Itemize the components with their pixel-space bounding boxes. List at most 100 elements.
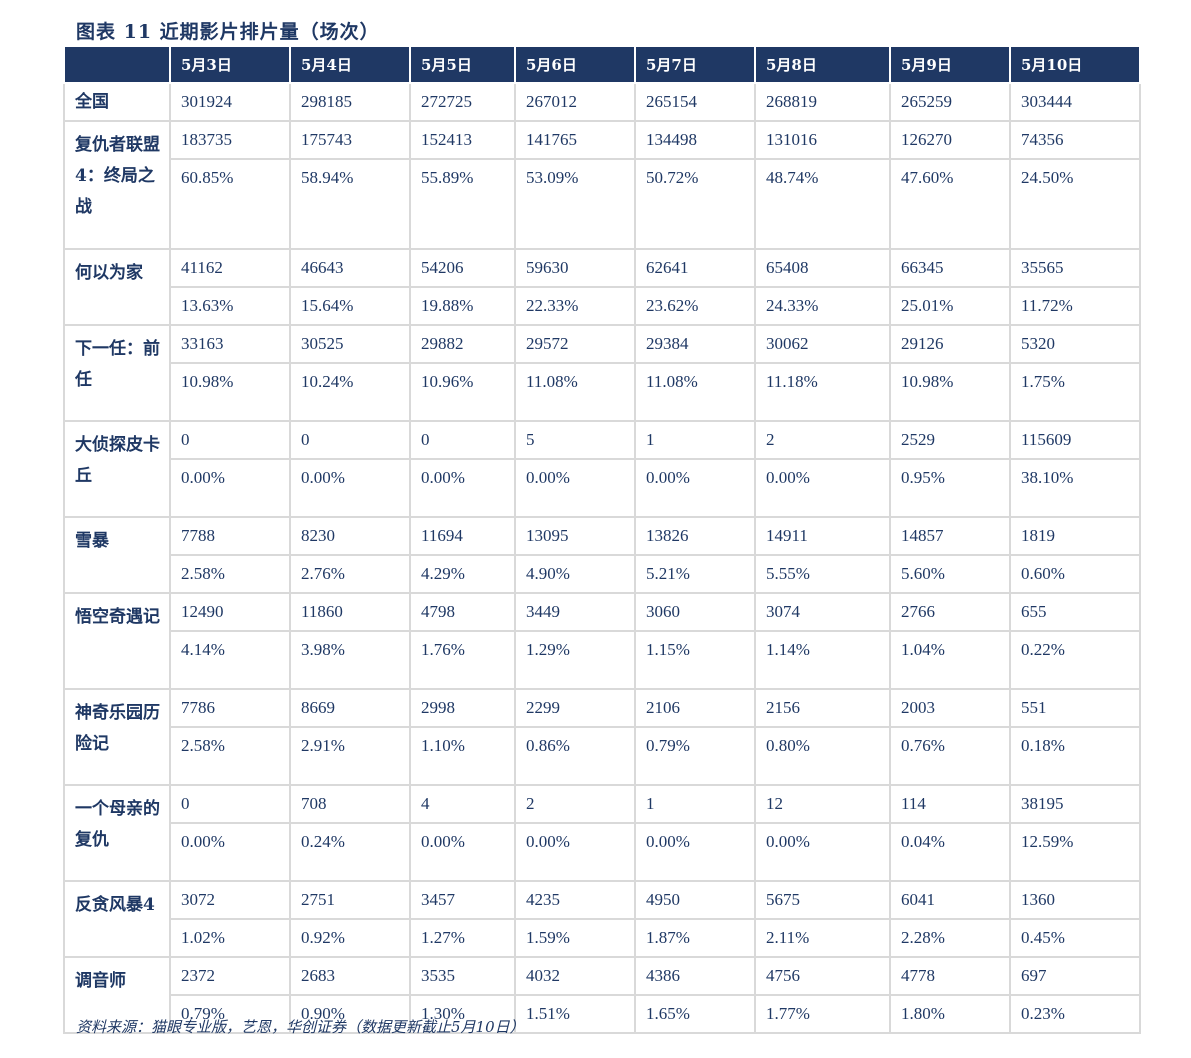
movie-data-cell: 6041 2.28% [889,880,1011,958]
share-value: 5.60% [901,564,945,583]
share-value: 55.89% [421,168,474,187]
share-value: 0.00% [526,468,570,487]
share-value: 0.80% [766,736,810,755]
share-value: 23.62% [646,296,699,315]
share-value: 0.00% [646,468,690,487]
count-value: 3535 [411,958,514,996]
share-value: 12.59% [1021,832,1074,851]
count-value: 3072 [171,882,289,920]
share-value: 11.08% [526,372,578,391]
movie-data-cell: 131016 48.74% [754,120,891,250]
count-value: 303444 [1021,92,1072,111]
share-value: 0.04% [901,832,945,851]
count-value: 5320 [1011,326,1139,364]
share-value: 1.29% [526,640,570,659]
count-value: 2106 [636,690,754,728]
share-value: 2.11% [766,928,810,947]
count-value: 4798 [411,594,514,632]
count-value: 54206 [411,250,514,288]
share-value: 19.88% [421,296,474,315]
count-value: 298185 [301,92,352,111]
share-value: 1.02% [181,928,225,947]
movie-data-cell: 13826 5.21% [634,516,756,594]
share-value: 0.00% [181,832,225,851]
movie-data-cell: 126270 47.60% [889,120,1011,250]
movie-name: 大侦探皮卡丘 [63,420,171,518]
count-value: 4 [411,786,514,824]
total-cell: 272725 [409,82,516,122]
movie-row: 雪暴 7788 2.58% 8230 2.76% 11694 4.29% 13095 4.90%… [63,516,1141,594]
count-value: 265259 [901,92,952,111]
screening-table: 5月3日 5月4日 5月5日 5月6日 5月7日 5月8日 5月9日 5月10日… [63,45,1141,1034]
count-value: 1 [636,786,754,824]
count-value: 4386 [636,958,754,996]
movie-data-cell: 59630 22.33% [514,248,636,326]
movie-data-cell: 35565 11.72% [1009,248,1141,326]
count-value: 7786 [171,690,289,728]
count-value: 2766 [891,594,1009,632]
share-value: 0.79% [646,736,690,755]
movie-data-cell: 7786 2.58% [169,688,291,786]
count-value: 5675 [756,882,889,920]
share-value: 38.10% [1021,468,1074,487]
movie-data-cell: 4 0.00% [409,784,516,882]
movie-data-cell: 29384 11.08% [634,324,756,422]
count-value: 4778 [891,958,1009,996]
movie-name: 复仇者联盟4：终局之战 [63,120,171,250]
total-cell: 303444 [1009,82,1141,122]
count-value: 5 [516,422,634,460]
movie-data-cell: 29572 11.08% [514,324,636,422]
share-value: 0.86% [526,736,570,755]
count-value: 131016 [756,122,889,160]
movie-data-cell: 2751 0.92% [289,880,411,958]
share-value: 4.90% [526,564,570,583]
count-value: 2751 [291,882,409,920]
share-value: 4.14% [181,640,225,659]
movie-name: 悟空奇遇记 [63,592,171,690]
share-value: 0.90% [301,1004,345,1023]
share-value: 10.98% [181,372,234,391]
count-value: 1819 [1011,518,1139,556]
count-value: 3060 [636,594,754,632]
movie-data-cell: 30525 10.24% [289,324,411,422]
count-value: 301924 [181,92,232,111]
count-value: 6041 [891,882,1009,920]
total-row: 全国 301924 298185 272725 267012 265154 26… [63,82,1141,122]
movie-data-cell: 2683 0.90% [289,956,411,1034]
share-value: 1.27% [421,928,465,947]
total-cell: 265259 [889,82,1011,122]
count-value: 12 [756,786,889,824]
share-value: 50.72% [646,168,699,187]
movie-data-cell: 2299 0.86% [514,688,636,786]
count-value: 2529 [891,422,1009,460]
movie-data-cell: 175743 58.94% [289,120,411,250]
share-value: 2.58% [181,564,225,583]
movie-data-cell: 697 0.23% [1009,956,1141,1034]
share-value: 1.30% [421,1004,465,1023]
share-value: 0.45% [1021,928,1065,947]
count-value: 29572 [516,326,634,364]
share-value: 0.00% [421,468,465,487]
count-value: 0 [171,422,289,460]
share-value: 47.60% [901,168,954,187]
movie-data-cell: 11860 3.98% [289,592,411,690]
movie-data-cell: 3072 1.02% [169,880,291,958]
count-value: 272725 [421,92,472,111]
movie-row: 反贪风暴4 3072 1.02% 2751 0.92% 3457 1.27% 4235 1.59… [63,880,1141,958]
movie-data-cell: 4756 1.77% [754,956,891,1034]
share-value: 1.14% [766,640,810,659]
share-value: 5.21% [646,564,690,583]
movie-data-cell: 12490 4.14% [169,592,291,690]
count-value: 655 [1011,594,1139,632]
header-cell-date: 5月3日 [169,45,291,84]
movie-data-cell: 74356 24.50% [1009,120,1141,250]
share-value: 0.00% [301,468,345,487]
movie-row: 悟空奇遇记 12490 4.14% 11860 3.98% 4798 1.76% 3449 1.… [63,592,1141,690]
movie-row: 神奇乐园历险记 7786 2.58% 8669 2.91% 2998 1.10% 2299 0.… [63,688,1141,786]
count-value: 62641 [636,250,754,288]
movie-data-cell: 0 0.00% [169,420,291,518]
movie-data-cell: 29882 10.96% [409,324,516,422]
movie-name: 何以为家 [63,248,171,326]
count-value: 268819 [766,92,817,111]
movie-data-cell: 4386 1.65% [634,956,756,1034]
